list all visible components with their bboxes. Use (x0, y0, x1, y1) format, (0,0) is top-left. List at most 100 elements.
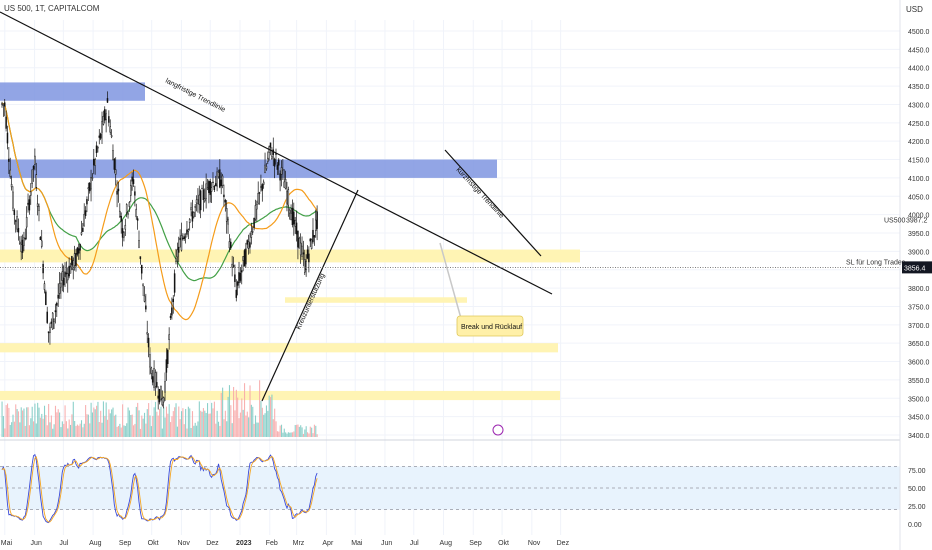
candle-body (54, 310, 57, 313)
candle-body (219, 169, 221, 188)
volume-bar (80, 420, 83, 437)
candle-body (212, 181, 214, 184)
volume-bar (237, 397, 239, 437)
x-tick-label: Dez (206, 540, 219, 547)
candle-body (186, 229, 188, 235)
candle-body (117, 188, 120, 192)
volume-bar (291, 432, 294, 437)
volume-bar (286, 433, 288, 437)
x-tick-label: Aug (440, 540, 453, 547)
y-tick-label: 4200.0 (908, 139, 930, 146)
volume-bar (159, 408, 161, 437)
y-tick-label: 3450.0 (908, 415, 930, 422)
volume-bar (15, 404, 17, 437)
volume-bar (226, 421, 228, 437)
volume-bar (217, 421, 220, 437)
volume-bar (130, 415, 132, 437)
volume-bar (272, 419, 274, 437)
x-tick-label: Dez (557, 540, 570, 547)
volume-bar (113, 415, 115, 437)
candle-body (30, 191, 32, 196)
candle-body (308, 253, 310, 263)
volume-bar (167, 413, 169, 437)
volume-bar (180, 411, 183, 437)
volume-bar (48, 403, 50, 437)
volume-bar (308, 433, 310, 437)
candle-body (128, 202, 131, 207)
candle-body (251, 231, 254, 233)
volume-bar (245, 415, 247, 437)
volume-bar (105, 402, 107, 437)
volume-bar (82, 427, 84, 437)
current-price-symbol: US500 (884, 217, 906, 224)
volume-bar (122, 404, 124, 437)
candle-body (236, 281, 239, 286)
candle-body (110, 135, 113, 138)
candle-body (316, 211, 318, 229)
x-tick-label: Feb (266, 540, 278, 547)
volume-bar (283, 428, 285, 437)
candle-body (310, 239, 313, 249)
volume-bar (33, 421, 35, 437)
candle-body (65, 272, 68, 275)
candle-body (98, 135, 101, 138)
volume-bar (111, 409, 113, 437)
x-tick-label: Jul (59, 540, 68, 547)
candle-body (3, 102, 6, 107)
candle-body (183, 236, 185, 240)
volume-bar (127, 407, 129, 437)
candle-body (293, 211, 295, 225)
volume-bar (16, 409, 18, 437)
volume-bar (233, 386, 235, 437)
volume-bar (89, 423, 91, 437)
volume-bar (102, 401, 104, 437)
volume-bar (205, 412, 207, 437)
candle-body (258, 192, 261, 194)
volume-bar (212, 408, 214, 437)
candle-body (32, 165, 35, 170)
candle-body (173, 273, 176, 293)
candle-body (241, 270, 243, 273)
volume-bar (231, 423, 233, 437)
volume-bar (220, 392, 222, 437)
candle-body (239, 272, 242, 281)
volume-bar (141, 415, 143, 437)
volume-bar (234, 410, 236, 437)
volume-bar (294, 425, 296, 437)
candle-body (99, 133, 102, 139)
volume-bar (83, 423, 85, 437)
candlesticks (1, 91, 318, 410)
volume-bar (194, 422, 196, 437)
volume-bar (31, 406, 33, 437)
price-zone (0, 390, 560, 401)
candle-body (301, 245, 303, 257)
volume-bar (174, 407, 176, 437)
y-tick-label: 3750.0 (908, 304, 930, 311)
candle-body (205, 183, 207, 199)
volume-bar (19, 422, 21, 437)
volume-bar (296, 424, 298, 437)
sl-level-badge (902, 261, 932, 274)
volume-bar (302, 433, 304, 437)
candle-body (142, 283, 144, 287)
volume-bar (254, 415, 257, 437)
volume-bar (78, 425, 80, 437)
volume-bar (41, 413, 43, 437)
volume-bar (238, 418, 240, 437)
candle-body (76, 247, 79, 255)
volume-bar (168, 404, 170, 437)
volume-bar (100, 410, 102, 437)
candle-body (177, 246, 180, 253)
y-tick-label: 4500.0 (908, 29, 930, 36)
volume-bar (265, 405, 268, 437)
candle-body (225, 208, 228, 222)
short-trendline (444, 149, 542, 257)
candle-body (287, 189, 290, 206)
volume-bar (6, 403, 9, 437)
candle-body (79, 244, 81, 251)
volume-bar (165, 406, 167, 437)
volume-bar (60, 427, 62, 437)
candle-body (34, 155, 36, 165)
candle-body (299, 242, 302, 256)
